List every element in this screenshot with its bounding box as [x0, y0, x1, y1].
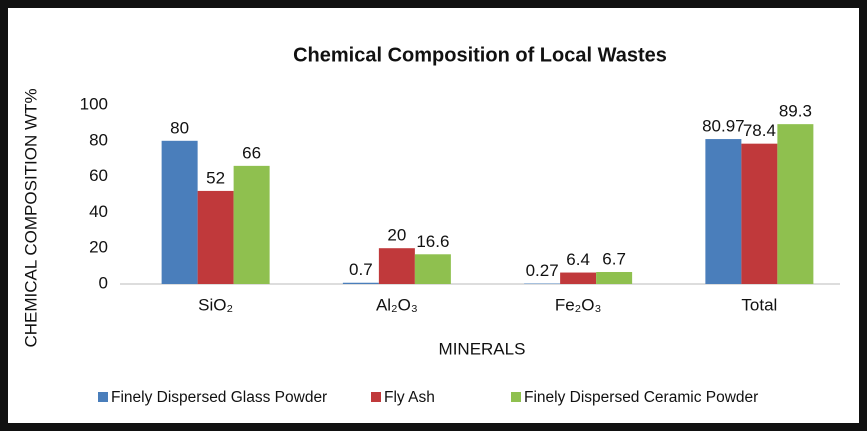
legend-swatch [98, 392, 108, 402]
bar [233, 165, 270, 284]
bar [560, 272, 597, 284]
y-tick-label: 60 [89, 166, 108, 185]
chart-title: Chemical Composition of Local Wastes [293, 44, 667, 66]
legend-label: Finely Dispersed Glass Powder [111, 389, 327, 406]
x-tick-label: Fe₂O₃ [555, 295, 602, 314]
bar [705, 139, 742, 284]
value-label: 0.7 [349, 260, 373, 279]
value-label: 20 [387, 226, 406, 245]
y-tick-label: 0 [99, 273, 108, 292]
y-tick-label: 80 [89, 130, 108, 149]
value-label: 52 [206, 168, 225, 187]
bar [342, 282, 379, 284]
legend-swatch [511, 392, 521, 402]
bar [378, 248, 415, 284]
legend-label: Fly Ash [384, 389, 435, 406]
value-label: 0.27 [526, 261, 559, 280]
bar [596, 272, 633, 284]
value-label: 16.6 [416, 232, 449, 251]
x-tick-label: Al₂O₃ [376, 295, 418, 314]
y-tick-label: 40 [89, 202, 108, 221]
value-label: 66 [242, 143, 261, 162]
x-axis-label: MINERALS [439, 339, 526, 358]
value-label: 6.7 [602, 249, 626, 268]
bar [777, 124, 814, 284]
legend-label: Finely Dispersed Ceramic Powder [524, 389, 758, 406]
y-tick-label: 100 [80, 94, 108, 113]
value-label: 80.97 [702, 117, 745, 136]
bar [741, 143, 778, 284]
value-label: 78.4 [743, 121, 776, 140]
legend-swatch [371, 392, 381, 402]
bar [161, 140, 198, 284]
y-tick-label: 20 [89, 238, 108, 257]
bar [197, 190, 234, 284]
y-axis-label: CHEMICAL COMPOSITION WT% [21, 88, 40, 347]
value-label: 80 [170, 118, 189, 137]
x-tick-label: SiO₂ [198, 295, 233, 314]
bar [414, 254, 451, 284]
x-tick-label: Total [741, 295, 777, 314]
value-label: 6.4 [566, 250, 590, 269]
value-label: 89.3 [779, 102, 812, 121]
